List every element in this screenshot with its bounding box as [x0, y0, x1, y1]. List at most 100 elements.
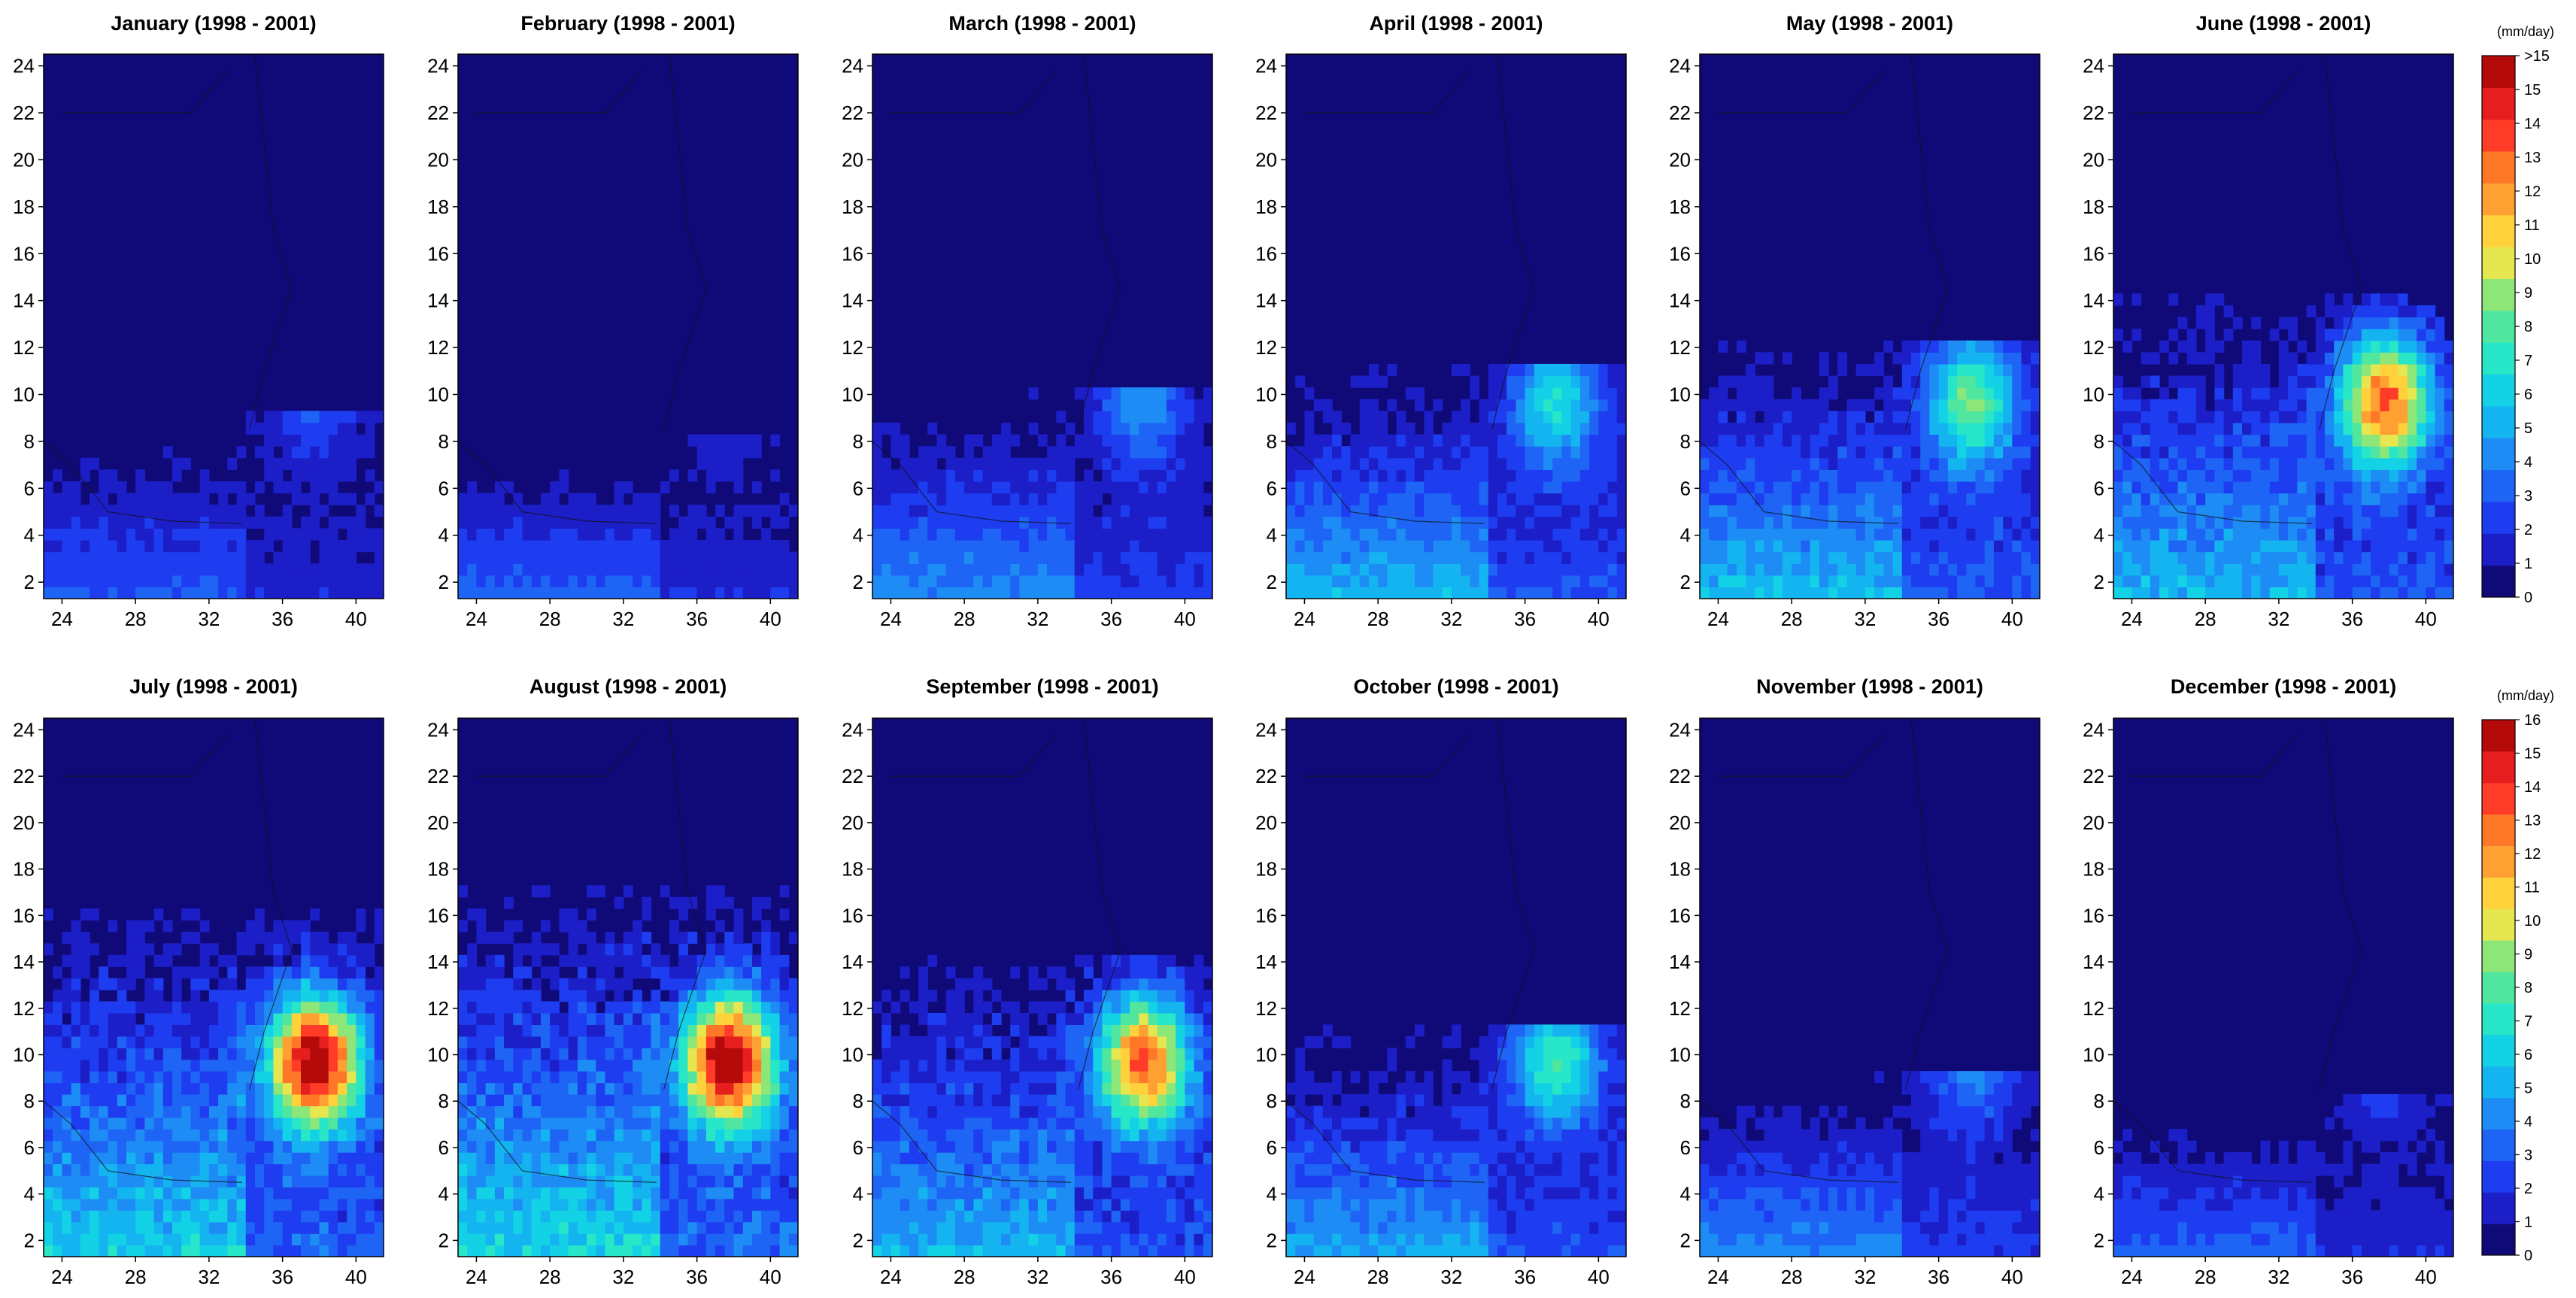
rainfall-cell	[365, 1001, 375, 1014]
rainfall-cell	[2205, 539, 2215, 553]
rainfall-cell	[1929, 434, 1940, 447]
rainfall-cell	[1387, 551, 1397, 564]
rainfall-cell	[633, 1221, 642, 1234]
rainfall-cell	[227, 563, 238, 576]
rainfall-cell	[2205, 481, 2215, 494]
rainfall-cell	[1157, 399, 1167, 411]
rainfall-cell	[982, 493, 993, 505]
rainfall-cell	[918, 539, 928, 553]
rainfall-cell	[467, 1198, 478, 1211]
rainfall-cell	[2278, 387, 2289, 400]
rainfall-cell	[62, 481, 72, 494]
rainfall-cell	[1461, 434, 1470, 447]
rainfall-cell	[1322, 505, 1333, 517]
rainfall-cell	[2380, 305, 2390, 318]
rainfall-cell	[1148, 457, 1158, 470]
rainfall-cell	[2407, 481, 2417, 494]
rainfall-cell	[62, 931, 72, 944]
rainfall-cell	[2223, 539, 2234, 553]
rainfall-cell	[2371, 375, 2380, 388]
rainfall-cell	[1295, 575, 1306, 587]
rainfall-cell	[642, 539, 652, 553]
rainfall-cell	[485, 563, 496, 576]
rainfall-cell	[1755, 575, 1765, 587]
rainfall-cell	[2177, 587, 2188, 599]
rainfall-cell	[356, 1152, 366, 1165]
rainfall-cell	[788, 575, 798, 587]
rainfall-cell	[467, 1210, 478, 1223]
rainfall-cell	[1561, 446, 1572, 459]
rainfall-cell	[1792, 481, 1801, 494]
rainfall-cell	[236, 1048, 247, 1060]
rainfall-cell	[117, 1024, 127, 1037]
rainfall-cell	[117, 1012, 127, 1025]
rainfall-cell	[347, 1105, 357, 1118]
rainfall-cell	[1176, 539, 1185, 553]
rainfall-cell	[2131, 563, 2142, 576]
rainfall-cell	[44, 551, 53, 564]
rainfall-cell	[1203, 457, 1212, 470]
rainfall-cell	[227, 1012, 238, 1025]
rainfall-cell	[1543, 446, 1553, 459]
rainfall-cell	[162, 575, 173, 587]
rainfall-cell	[779, 493, 790, 505]
rainfall-cell	[1874, 363, 1884, 377]
rainfall-cell	[1828, 528, 1838, 541]
rainfall-cell	[1065, 551, 1076, 564]
rainfall-cell	[117, 1210, 127, 1223]
y-tick-label: 16	[13, 904, 35, 926]
rainfall-cell	[2389, 469, 2399, 482]
rainfall-cell	[2343, 375, 2353, 388]
rainfall-cell	[705, 434, 716, 447]
rainfall-cell	[62, 1093, 72, 1106]
rainfall-cell	[135, 469, 145, 482]
rainfall-cell	[328, 411, 338, 423]
rainfall-cell	[1148, 469, 1158, 482]
rainfall-cell	[779, 539, 790, 553]
rainfall-cell	[2232, 493, 2243, 505]
x-tick-label: 28	[1781, 608, 1803, 630]
rainfall-cell	[1010, 528, 1021, 541]
rainfall-cell	[1718, 481, 1728, 494]
rainfall-cell	[365, 539, 375, 553]
rainfall-cell	[356, 563, 366, 576]
rainfall-cell	[2214, 528, 2225, 541]
rainfall-cell	[945, 551, 956, 564]
rainfall-cell	[144, 920, 155, 933]
rainfall-cell	[705, 446, 716, 459]
map-panel-april: April (1998 - 2001)246810121416182022242…	[1255, 12, 1627, 630]
rainfall-cell	[227, 1024, 238, 1037]
rainfall-cell	[1332, 539, 1342, 553]
rainfall-cell	[705, 1233, 716, 1246]
rainfall-cell	[172, 563, 182, 576]
rainfall-cell	[504, 528, 514, 541]
rainfall-cell	[2315, 352, 2326, 365]
x-tick-label: 28	[539, 608, 561, 630]
rainfall-cell	[374, 1071, 384, 1084]
rainfall-cell	[2371, 493, 2380, 505]
rainfall-cell	[954, 551, 965, 564]
rainfall-cell	[1139, 587, 1149, 599]
rainfall-cell	[1910, 575, 1921, 587]
rainfall-cell	[236, 516, 247, 529]
rainfall-cell	[1709, 434, 1719, 447]
rainfall-cell	[218, 978, 228, 990]
rainfall-cell	[1892, 528, 1903, 541]
rainfall-cell	[2444, 446, 2453, 459]
rainfall-cell	[1755, 469, 1765, 482]
rainfall-cell	[982, 481, 993, 494]
rainfall-cell	[770, 516, 781, 529]
rainfall-cell	[1570, 434, 1581, 447]
rainfall-cell	[1746, 587, 1755, 599]
rainfall-cell	[2435, 375, 2445, 388]
rainfall-cell	[1368, 539, 1379, 553]
rainfall-cell	[660, 1198, 670, 1211]
rainfall-cell	[1984, 516, 1995, 529]
rainfall-cell	[208, 1129, 219, 1142]
rainfall-cell	[467, 563, 478, 576]
rainfall-cell	[2306, 575, 2317, 587]
rainfall-cell	[2242, 399, 2252, 411]
rainfall-cell	[1993, 493, 2004, 505]
rainfall-cell	[1516, 505, 1526, 517]
rainfall-cell	[172, 1024, 182, 1037]
